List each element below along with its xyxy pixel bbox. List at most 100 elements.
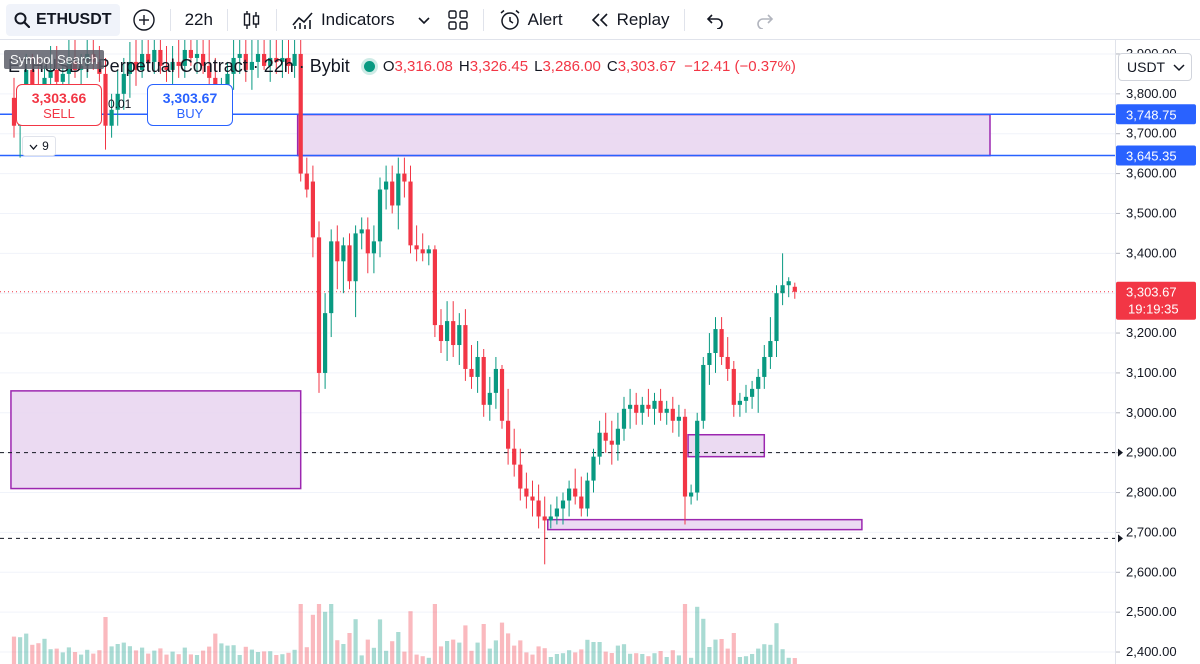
candle-body	[390, 181, 395, 206]
layouts-button[interactable]	[441, 4, 475, 36]
toolbar-divider	[169, 8, 171, 31]
candle-body	[512, 448, 517, 465]
alarm-clock-icon	[498, 8, 522, 32]
candle-body	[371, 241, 376, 254]
volume-bar	[743, 656, 749, 664]
candle-body	[560, 500, 566, 509]
volume-bar	[286, 652, 291, 664]
indicators-collapse-button[interactable]: 9	[22, 136, 56, 156]
candle-body	[615, 428, 620, 445]
volume-bar	[323, 611, 328, 664]
symbol-search-tooltip: Symbol Search	[4, 50, 105, 69]
candlestick-chart[interactable]	[0, 40, 1115, 664]
legend-open: O3,316.08	[383, 58, 453, 75]
candle-body	[628, 404, 633, 409]
symbol-search-button[interactable]: ETHUSDT	[6, 3, 120, 36]
interval-button[interactable]: 22h	[179, 4, 219, 36]
compare-symbol-button[interactable]	[126, 4, 162, 36]
volume-bar	[737, 657, 742, 664]
candles-icon	[242, 9, 262, 31]
volume-bar	[54, 648, 59, 664]
chart-type-button[interactable]	[236, 4, 268, 36]
volume-bar	[512, 645, 517, 664]
candle-body	[768, 341, 773, 357]
candle-body	[658, 400, 663, 413]
candle-body	[170, 61, 175, 70]
level-price-label: 3,645.35	[1126, 148, 1177, 163]
volume-bar	[756, 648, 761, 664]
indicators-button[interactable]: Indicators	[285, 4, 401, 36]
candle-body	[719, 329, 724, 357]
candle-body	[451, 321, 456, 346]
candle-body	[542, 516, 547, 521]
candle-body	[194, 53, 200, 58]
redo-button[interactable]	[749, 4, 781, 36]
volume-bar	[530, 654, 535, 664]
volume-bar	[225, 645, 230, 664]
volume-bar	[603, 651, 608, 664]
candle-body	[182, 49, 187, 66]
indicator-templates-button[interactable]	[411, 4, 437, 36]
candle-body	[457, 325, 462, 346]
toolbar-divider	[275, 8, 277, 31]
toolbar-divider	[482, 8, 484, 31]
undo-button[interactable]	[699, 4, 731, 36]
volume-bar	[451, 639, 456, 664]
candle-body	[445, 321, 450, 342]
candle-body	[554, 508, 559, 517]
high-key: H	[458, 57, 470, 75]
candle-body	[438, 325, 444, 342]
candle-body	[225, 73, 230, 90]
candle-body	[140, 53, 145, 70]
volume-bar	[237, 655, 242, 664]
candle-body	[597, 432, 602, 457]
chevron-down-icon	[1165, 59, 1185, 75]
candle-body	[30, 69, 35, 86]
volume-bar	[554, 654, 559, 664]
volume-bar	[24, 633, 29, 664]
candle-body	[530, 496, 535, 501]
volume-bar	[615, 645, 620, 664]
candle-body	[609, 440, 614, 445]
price-axis[interactable]: 3,900.003,800.003,700.003,600.003,500.00…	[1115, 40, 1200, 664]
sell-button[interactable]: 3,303.66 SELL	[16, 84, 102, 126]
legend-close: C3,303.67	[607, 58, 676, 75]
volume-bar	[560, 653, 566, 664]
indicators-icon	[291, 9, 315, 31]
buy-button[interactable]: 3,303.67 BUY	[147, 84, 233, 126]
candle-body	[518, 464, 523, 489]
candle-body	[646, 404, 651, 409]
candle-body	[329, 241, 334, 314]
volume-bar	[48, 649, 53, 664]
currency-select[interactable]: USDT	[1118, 53, 1192, 81]
volume-bar	[463, 625, 468, 664]
candle-body	[432, 249, 437, 326]
chart-pane[interactable]	[0, 40, 1115, 664]
candle-body	[603, 432, 608, 441]
volume-bar	[60, 652, 65, 664]
volume-bar	[469, 650, 474, 664]
close-value: 3,303.67	[617, 57, 677, 75]
candle-body	[701, 364, 706, 421]
volume-bar	[634, 653, 639, 664]
axis-tick-label: 3,500.00	[1126, 205, 1177, 220]
axis-tick-label: 3,200.00	[1126, 325, 1177, 340]
high-value: 3,326.45	[469, 57, 529, 75]
indicator-count: 9	[42, 139, 49, 153]
candle-body	[408, 181, 413, 246]
axis-tick-label: 3,800.00	[1126, 86, 1177, 101]
replay-button[interactable]: Replay	[583, 4, 676, 36]
axis-tick-label: 2,400.00	[1126, 644, 1177, 659]
candle-body	[158, 49, 163, 66]
volume-bar	[268, 651, 273, 664]
alert-button[interactable]: Alert	[492, 4, 569, 36]
candle-body	[176, 61, 181, 66]
candle-body	[188, 49, 193, 58]
volume-bar	[481, 624, 486, 664]
axis-tick-label: 2,900.00	[1126, 445, 1177, 460]
candle-body	[579, 496, 584, 509]
chevron-down-icon	[29, 139, 38, 153]
volume-bar	[335, 640, 340, 664]
volume-bar	[438, 646, 444, 664]
volume-bar	[750, 654, 755, 664]
